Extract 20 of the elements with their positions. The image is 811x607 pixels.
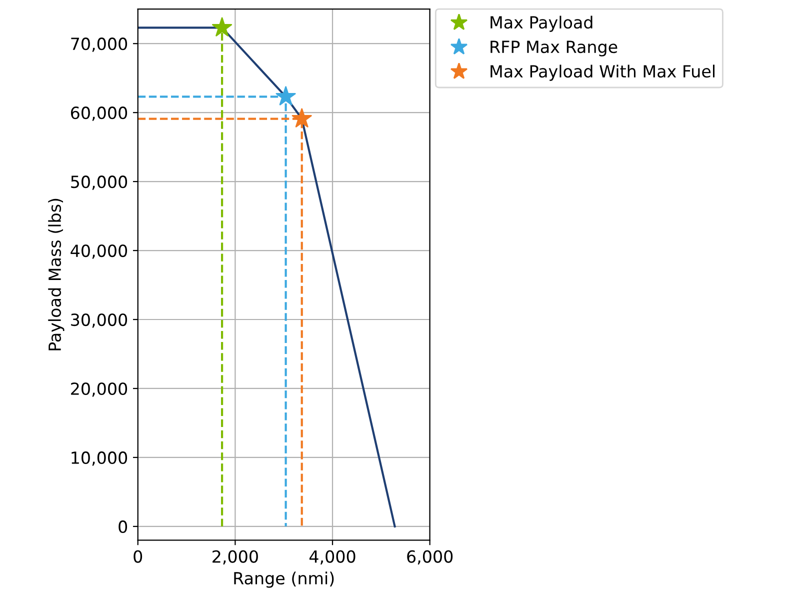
- legend-label: Max Payload With Max Fuel: [490, 64, 714, 81]
- y-axis-title: Payload Mass (lbs): [48, 198, 64, 350]
- y-tick-label: 10,000: [72, 451, 128, 466]
- y-tick-label: 60,000: [70, 106, 128, 121]
- y-tick-label: 50,000: [71, 176, 128, 190]
- x-tick-label: 4,000: [309, 550, 356, 565]
- x-tick-label: 6,000: [407, 550, 453, 565]
- point: [276, 86, 296, 106]
- x-tick-label: 0: [134, 550, 142, 563]
- point: [212, 17, 232, 36]
- y-tick-label: 0: [118, 520, 128, 534]
- y-tick-label: 30,000: [71, 313, 128, 328]
- x-axis-title: Range (nmi): [234, 572, 334, 588]
- legend-label: RFP Max Range: [490, 40, 618, 56]
- legend-label: Max Payload: [490, 16, 592, 32]
- y-tick-label: 70,000: [71, 38, 128, 52]
- y-tick-label: 40,000: [70, 244, 128, 259]
- point: [292, 108, 312, 128]
- x-tick-label: 2,000: [212, 550, 258, 565]
- y-tick-label: 20,000: [71, 382, 128, 397]
